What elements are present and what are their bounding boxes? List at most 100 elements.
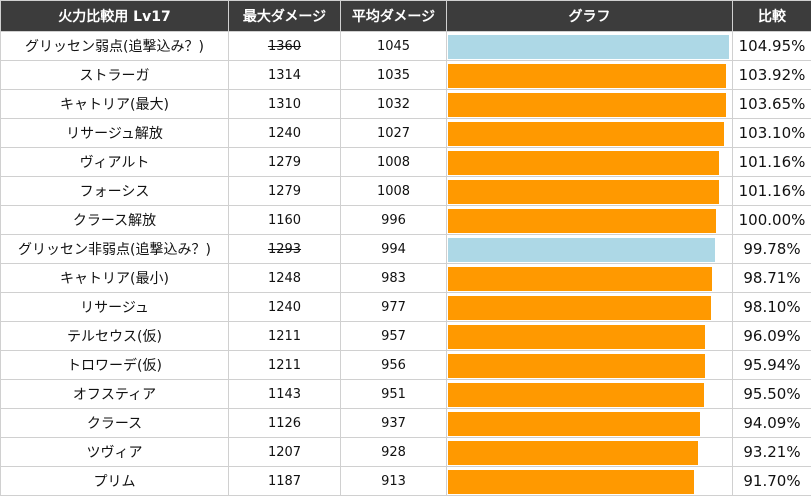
row-name: ヴィアルト — [1, 148, 229, 177]
row-graph-cell — [447, 351, 733, 380]
max-damage-value: 1279 — [268, 184, 301, 199]
row-name: オフスティア — [1, 380, 229, 409]
header-ratio: 比較 — [733, 1, 811, 32]
row-ratio: 101.16% — [733, 177, 811, 206]
bar-mark — [448, 122, 724, 146]
row-name: リサージュ — [1, 293, 229, 322]
row-max-damage: 1211 — [229, 351, 341, 380]
row-avg-damage: 977 — [341, 293, 447, 322]
row-max-damage: 1293 — [229, 235, 341, 264]
row-avg-damage: 1027 — [341, 119, 447, 148]
row-name: フォーシス — [1, 177, 229, 206]
bar-mark — [448, 441, 698, 465]
max-damage-value: 1211 — [268, 358, 301, 373]
bar-mark — [448, 93, 726, 117]
row-ratio: 95.50% — [733, 380, 811, 409]
max-damage-value: 1160 — [268, 213, 301, 228]
row-ratio: 96.09% — [733, 322, 811, 351]
row-avg-damage: 928 — [341, 438, 447, 467]
max-damage-value: 1310 — [268, 97, 301, 112]
row-graph-cell — [447, 206, 733, 235]
row-ratio: 103.10% — [733, 119, 811, 148]
row-max-damage: 1310 — [229, 90, 341, 119]
bar-mark — [448, 238, 715, 262]
header-name: 火力比較用 Lv17 — [1, 1, 229, 32]
bar-mark — [448, 267, 712, 291]
bar-mark — [448, 209, 716, 233]
row-ratio: 93.21% — [733, 438, 811, 467]
row-graph-cell — [447, 177, 733, 206]
row-avg-damage: 956 — [341, 351, 447, 380]
max-damage-value: 1293 — [268, 242, 301, 257]
bar-mark — [448, 151, 719, 175]
row-name: プリム — [1, 467, 229, 496]
max-damage-value: 1207 — [268, 445, 301, 460]
row-max-damage: 1211 — [229, 322, 341, 351]
row-max-damage: 1240 — [229, 293, 341, 322]
table-row: キャトリア(最大) 1310 1032 103.65% — [1, 90, 811, 119]
row-avg-damage: 913 — [341, 467, 447, 496]
row-name: ツヴィア — [1, 438, 229, 467]
row-avg-damage: 1045 — [341, 32, 447, 61]
row-ratio: 99.78% — [733, 235, 811, 264]
row-ratio: 98.71% — [733, 264, 811, 293]
row-graph-cell — [447, 61, 733, 90]
row-avg-damage: 951 — [341, 380, 447, 409]
row-avg-damage: 1032 — [341, 90, 447, 119]
row-graph-cell — [447, 438, 733, 467]
table-row: ツヴィア 1207 928 93.21% — [1, 438, 811, 467]
row-avg-damage: 957 — [341, 322, 447, 351]
row-ratio: 91.70% — [733, 467, 811, 496]
row-graph-cell — [447, 467, 733, 496]
row-graph-cell — [447, 293, 733, 322]
row-avg-damage: 983 — [341, 264, 447, 293]
max-damage-value: 1360 — [268, 39, 301, 54]
row-graph-cell — [447, 148, 733, 177]
bar-mark — [448, 64, 726, 88]
row-graph-cell — [447, 32, 733, 61]
row-ratio: 103.65% — [733, 90, 811, 119]
bar-mark — [448, 383, 704, 407]
row-avg-damage: 1008 — [341, 148, 447, 177]
row-max-damage: 1279 — [229, 148, 341, 177]
row-ratio: 94.09% — [733, 409, 811, 438]
row-graph-cell — [447, 322, 733, 351]
row-name: キャトリア(最小) — [1, 264, 229, 293]
row-max-damage: 1360 — [229, 32, 341, 61]
row-ratio: 100.00% — [733, 206, 811, 235]
row-max-damage: 1207 — [229, 438, 341, 467]
max-damage-value: 1314 — [268, 68, 301, 83]
row-name: ストラーガ — [1, 61, 229, 90]
row-ratio: 104.95% — [733, 32, 811, 61]
max-damage-value: 1279 — [268, 155, 301, 170]
max-damage-value: 1126 — [268, 416, 301, 431]
table-row: クラース 1126 937 94.09% — [1, 409, 811, 438]
row-max-damage: 1248 — [229, 264, 341, 293]
row-graph-cell — [447, 119, 733, 148]
table-row: オフスティア 1143 951 95.50% — [1, 380, 811, 409]
row-avg-damage: 937 — [341, 409, 447, 438]
row-name: クラース — [1, 409, 229, 438]
row-max-damage: 1143 — [229, 380, 341, 409]
row-name: テルセウス(仮) — [1, 322, 229, 351]
max-damage-value: 1143 — [268, 387, 301, 402]
row-name: キャトリア(最大) — [1, 90, 229, 119]
row-avg-damage: 996 — [341, 206, 447, 235]
row-max-damage: 1160 — [229, 206, 341, 235]
row-name: グリッセン非弱点(追撃込み？) — [1, 235, 229, 264]
row-max-damage: 1126 — [229, 409, 341, 438]
bar-mark — [448, 412, 700, 436]
row-name: クラース解放 — [1, 206, 229, 235]
header-avg-damage: 平均ダメージ — [341, 1, 447, 32]
row-max-damage: 1279 — [229, 177, 341, 206]
